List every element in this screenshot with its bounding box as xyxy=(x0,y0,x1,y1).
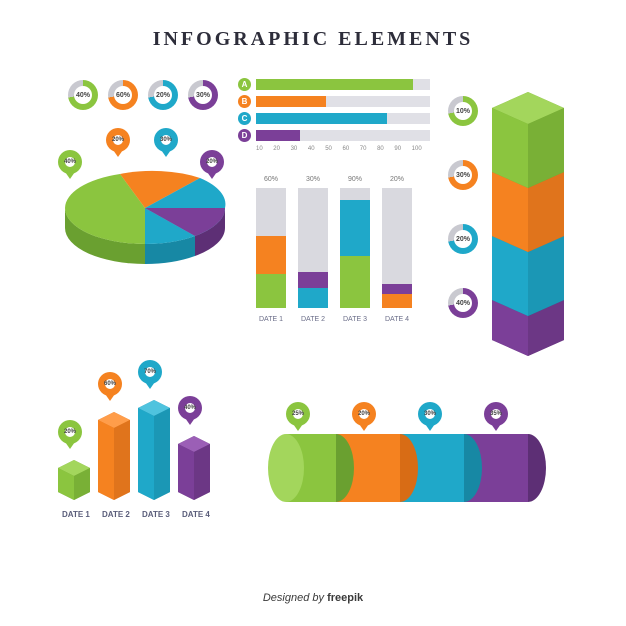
hbar-track xyxy=(256,113,430,124)
date-label: DATE 3 xyxy=(340,316,370,323)
map-pin: 30% xyxy=(418,402,442,432)
date-label: DATE 1 xyxy=(62,510,90,519)
date-label: DATE 1 xyxy=(256,316,286,323)
horizontal-bar-chart: A B C D 102030405060708090100 xyxy=(238,78,430,152)
hbar-track xyxy=(256,130,430,141)
date-label: DATE 2 xyxy=(298,316,328,323)
map-pin: 30% xyxy=(154,128,178,158)
map-pin: 20% xyxy=(58,420,82,450)
footer-brand: freepik xyxy=(327,592,363,604)
map-pin: 35% xyxy=(484,402,508,432)
hbar-letter: C xyxy=(238,112,251,125)
donut-badge: 30% xyxy=(188,80,218,110)
hbar-letter: D xyxy=(238,129,251,142)
hbar-row: C xyxy=(238,112,430,125)
date-label: DATE 2 xyxy=(102,510,130,519)
date-label: DATE 4 xyxy=(182,510,210,519)
hbar-letter: A xyxy=(238,78,251,91)
donut-badge: 30% xyxy=(448,160,478,190)
hbar-track xyxy=(256,79,430,90)
map-pin: 60% xyxy=(98,372,122,402)
date-label: DATE 4 xyxy=(382,316,412,323)
map-pin: 20% xyxy=(200,150,224,180)
donut-badge: 40% xyxy=(448,288,478,318)
map-pin: 40% xyxy=(178,396,202,426)
isometric-tower xyxy=(492,88,564,365)
stacked-bar: 60% xyxy=(256,188,286,308)
map-pin: 40% xyxy=(58,150,82,180)
hbar-row: B xyxy=(238,95,430,108)
donut-badge: 10% xyxy=(448,96,478,126)
map-pin: 20% xyxy=(106,128,130,158)
donut-badge: 20% xyxy=(148,80,178,110)
hbar-track xyxy=(256,96,430,107)
map-pin: 70% xyxy=(138,360,162,390)
footer-prefix: Designed by xyxy=(263,592,327,604)
stacked-bar-chart: 60% 30% 90% 20% DATE 1 DATE 2 DATE 3 DATE 4 xyxy=(256,188,426,338)
stacked-bar: 90% xyxy=(340,188,370,308)
map-pin: 25% xyxy=(286,402,310,432)
cylinder-chart xyxy=(268,428,548,513)
page-title: INFOGRAPHIC ELEMENTS xyxy=(0,0,626,51)
stacked-bar: 30% xyxy=(298,188,328,308)
hbar-row: A xyxy=(238,78,430,91)
donut-badge: 20% xyxy=(448,224,478,254)
hbar-scale: 102030405060708090100 xyxy=(256,146,430,152)
map-pin: 20% xyxy=(352,402,376,432)
footer-credit: Designed by freepik xyxy=(0,592,626,604)
date-label: DATE 3 xyxy=(142,510,170,519)
donut-badge: 60% xyxy=(108,80,138,110)
hbar-row: D xyxy=(238,129,430,142)
stacked-bar: 20% xyxy=(382,188,412,308)
hbar-letter: B xyxy=(238,95,251,108)
donut-badge: 40% xyxy=(68,80,98,110)
